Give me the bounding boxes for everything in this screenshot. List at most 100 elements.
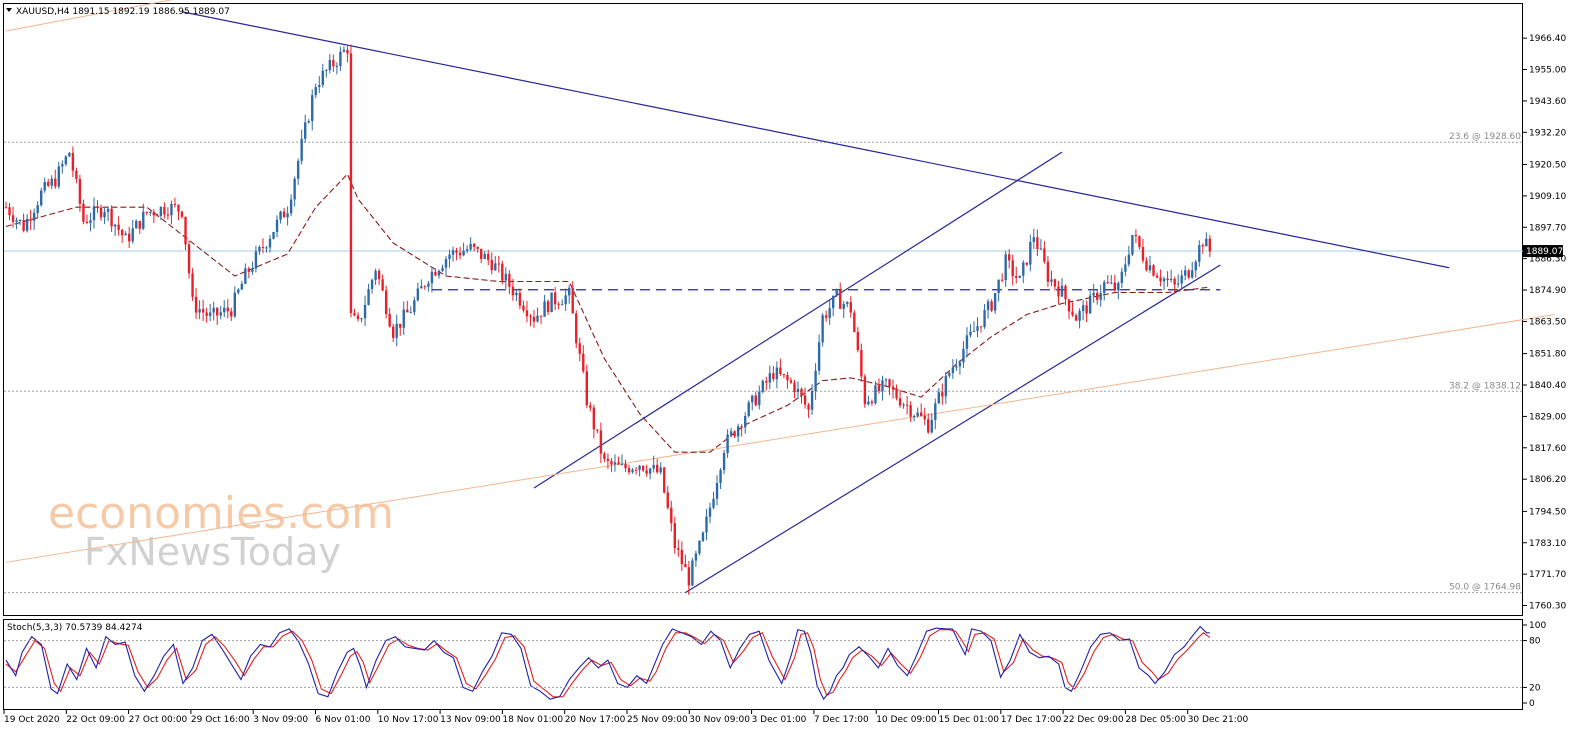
candle-body: [156, 215, 159, 217]
price-tick-label: 1783.10: [1529, 539, 1566, 549]
candle-body: [740, 426, 743, 428]
candle-body: [180, 211, 184, 217]
candle-body: [349, 53, 353, 314]
fib-level-label: 23.6 @ 1928.60: [1449, 132, 1521, 142]
candle-body: [427, 283, 430, 287]
candle-body: [1131, 235, 1134, 255]
current-price-box: [1523, 245, 1563, 258]
candle-body: [1032, 237, 1036, 242]
candle-body: [1166, 278, 1169, 281]
candle-body: [912, 415, 916, 417]
candle-body: [1162, 278, 1166, 282]
candle-body: [318, 84, 321, 87]
candle-body: [1074, 315, 1078, 321]
candle-body: [300, 138, 303, 161]
candle-body: [744, 416, 747, 428]
time-tick-label: 28 Dec 05:00: [1125, 715, 1186, 725]
candle-body: [803, 395, 807, 405]
candle-body: [1099, 293, 1102, 300]
candle-body: [902, 404, 905, 406]
candle-body: [40, 190, 43, 206]
candle-body: [208, 312, 212, 316]
candle-body: [68, 152, 71, 157]
candle-body: [993, 293, 997, 311]
price-tick-label: 1874.90: [1529, 286, 1566, 296]
candle-body: [884, 379, 888, 381]
candle-body: [494, 263, 497, 271]
candle-body: [448, 254, 451, 260]
candle-body: [617, 462, 620, 465]
candle-body: [1201, 245, 1204, 247]
trendline-lower-fib-rising: [5, 314, 1555, 563]
candle-body: [909, 405, 912, 417]
candle-body: [159, 206, 163, 216]
candle-body: [923, 415, 926, 420]
candle-body: [110, 208, 113, 227]
candle-body: [958, 362, 962, 367]
candle-body: [96, 206, 99, 208]
candle-body: [124, 233, 127, 236]
stoch-header: Stoch(5,3,3) 70.5739 84.4274: [7, 623, 143, 633]
price-tick-label: 1771.70: [1529, 570, 1566, 580]
candle-body: [89, 220, 92, 224]
candle-body: [152, 211, 156, 216]
time-tick-label: 29 Oct 16:00: [191, 715, 250, 725]
watermark-economies: economies.com: [48, 488, 394, 539]
candle-body: [522, 305, 525, 311]
candle-body: [201, 309, 205, 313]
candle-body: [1078, 310, 1081, 321]
candle-body: [381, 279, 384, 291]
candle-body: [1004, 254, 1007, 281]
candle-body: [518, 292, 522, 306]
candle-body: [719, 470, 722, 484]
ma-line: [5, 173, 1210, 453]
candle-body: [384, 290, 388, 314]
fib-level-label: 50.0 @ 1764.98: [1449, 583, 1521, 593]
candle-body: [120, 229, 124, 236]
chevron-down-icon[interactable]: [6, 8, 12, 12]
candle-body: [1092, 292, 1095, 296]
candle-body: [64, 156, 68, 165]
candle-body: [990, 301, 993, 311]
candle-body: [891, 386, 895, 390]
candle-body: [705, 516, 708, 533]
candle-body: [631, 469, 634, 473]
candle-body: [930, 419, 933, 433]
candle-body: [106, 208, 110, 212]
candle-body: [666, 492, 669, 508]
candle-body: [420, 286, 423, 289]
symbol-header: XAUUSD,H4 1891.15 1892.19 1886.95 1889.0…: [16, 7, 230, 17]
candle-body: [796, 388, 800, 393]
price-tick-label: 1851.80: [1529, 350, 1566, 360]
price-axis: 1966.40 1955.00 1943.60 1932.20 1920.50 1909.…: [1523, 34, 1566, 612]
candle-body: [1152, 265, 1155, 276]
candle-body: [1022, 262, 1025, 276]
stoch-tick-label: 0: [1529, 699, 1535, 709]
candle-body: [304, 122, 307, 139]
candle-body: [1134, 235, 1138, 237]
candle-body: [789, 380, 793, 383]
candle-body: [736, 426, 740, 437]
candle-body: [1071, 311, 1074, 316]
candle-body: [360, 318, 363, 320]
candle-body: [145, 211, 148, 213]
candle-body: [874, 385, 877, 404]
candle-body: [761, 380, 764, 392]
candle-body: [1106, 282, 1109, 284]
candle-body: [135, 220, 138, 229]
candle-body: [1067, 299, 1071, 312]
candle-body: [240, 283, 244, 290]
candle-body: [131, 228, 134, 242]
candle-body: [624, 463, 627, 469]
candle-body: [553, 292, 557, 305]
candle-body: [722, 452, 726, 471]
candle-body: [1043, 248, 1046, 262]
candle-body: [529, 316, 532, 318]
candle-body: [568, 287, 571, 296]
candle-body: [1180, 275, 1183, 284]
candle-body: [251, 268, 254, 272]
candle-body: [198, 309, 201, 313]
candle-body: [747, 402, 750, 417]
candle-body: [43, 181, 46, 191]
